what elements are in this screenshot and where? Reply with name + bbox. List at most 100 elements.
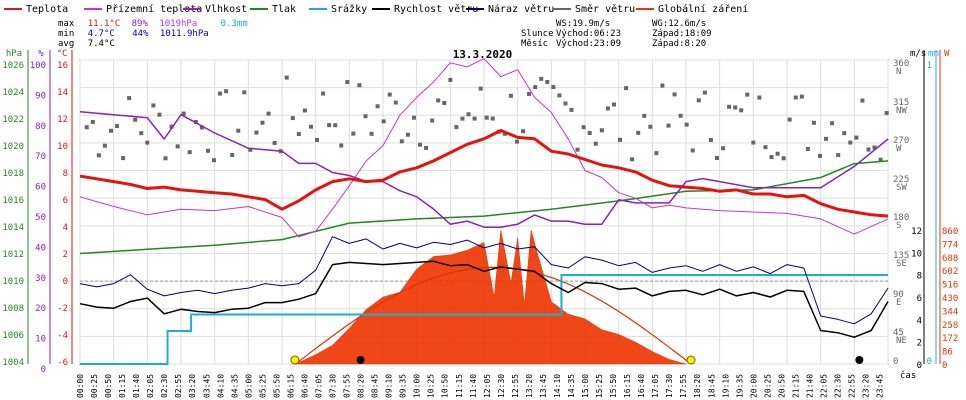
legend-item: Směr větru	[553, 4, 635, 16]
tick-label-time: 11:40	[469, 374, 478, 398]
tick-label-time: 17:55	[679, 374, 688, 398]
tick-label-wind-speed: 8	[917, 272, 922, 282]
wind-direction-point	[702, 90, 707, 95]
tick-label-time: 09:35	[399, 374, 408, 398]
tick-label-time: 14:35	[567, 374, 576, 398]
legend-label: Teplota	[26, 4, 69, 15]
chart-title: 13.3.2020	[452, 48, 513, 61]
wind-direction-point	[424, 145, 429, 150]
wind-direction-point	[321, 91, 326, 96]
tick-label-radiation: 344	[942, 307, 958, 317]
tick-label-radiation: 774	[942, 240, 958, 250]
tick-label-direction-compass: W	[896, 144, 902, 154]
wind-direction-point	[763, 145, 768, 150]
wind-direction-point	[466, 112, 471, 117]
legend-item: Vlhkost	[183, 4, 247, 16]
tick-label-humidity: 80	[35, 122, 46, 132]
wind-direction-point	[872, 145, 877, 150]
tick-label-pressure: 1020	[2, 142, 24, 152]
wind-direction-point	[799, 94, 804, 99]
wind-direction-point	[648, 124, 653, 129]
legend-item: Tlak	[250, 4, 296, 16]
tick-label-time: 10:25	[427, 374, 436, 398]
tick-label-direction: 360	[893, 59, 909, 69]
tick-label-direction-compass: N	[896, 67, 901, 77]
tick-label-humidity: 100	[30, 61, 46, 71]
stat-max-temp: 11.1°C	[87, 19, 121, 29]
wind-direction-point	[727, 104, 732, 109]
tick-label-time: 03:45	[202, 374, 211, 398]
wind-direction-point	[369, 131, 374, 136]
wind-direction-point	[884, 111, 889, 116]
tick-label-humidity: 90	[35, 91, 46, 101]
tick-label-time: 04:10	[216, 374, 225, 398]
wind-direction-point	[733, 105, 738, 110]
wind-direction-point	[430, 118, 435, 123]
tick-label-time: 13:45	[539, 374, 548, 398]
wind-direction-point	[169, 124, 174, 129]
stat-min-temp: 4.7°C	[87, 29, 115, 39]
tick-label-time: 18:45	[707, 374, 716, 398]
wind-direction-point	[514, 139, 519, 144]
wind-direction-point	[696, 98, 701, 103]
wind-direction-point	[345, 80, 350, 85]
tick-label-time: 02:05	[146, 374, 155, 398]
axis-unit-celsius: °C	[57, 49, 68, 59]
wind-direction-point	[751, 140, 756, 145]
legend-swatch	[372, 8, 390, 10]
tick-label-radiation: 688	[942, 254, 958, 264]
legend-label: Náraz větru	[488, 4, 555, 15]
legend-item: Teplota	[4, 4, 68, 16]
wind-direction-point	[787, 117, 792, 122]
stat-avg-temp: 7.4°C	[87, 39, 115, 49]
wind-direction-point	[866, 147, 871, 152]
tick-label-time: 12:55	[511, 374, 520, 398]
wind-direction-point	[551, 84, 556, 89]
tick-label-time: 18:20	[693, 374, 702, 398]
tick-label-radiation: 86	[942, 348, 953, 358]
wind-direction-point	[624, 86, 629, 91]
tick-label-temperature: 2	[63, 250, 68, 260]
stat-max-rain: 0.3mm	[220, 19, 248, 29]
tick-label-time: 20:25	[763, 374, 772, 398]
tick-label-temperature: 12	[57, 115, 68, 125]
wind-direction-point	[205, 148, 210, 153]
tick-label-time: 22:55	[848, 374, 857, 398]
wind-direction-point	[684, 122, 689, 127]
wind-direction-point	[181, 111, 186, 116]
legend-item: Globální záření	[636, 4, 748, 16]
wind-direction-point	[793, 95, 798, 100]
wind-direction-point	[636, 130, 641, 135]
tick-label-direction: 135	[893, 251, 909, 261]
tick-label-humidity: 10	[35, 335, 46, 345]
tick-label-humidity: 30	[35, 274, 46, 284]
wind-direction-point	[405, 132, 410, 137]
wind-direction-point	[666, 123, 671, 128]
tick-label-direction-compass: SW	[896, 183, 907, 193]
tick-label-time: 17:30	[665, 374, 674, 398]
wind-direction-point	[533, 85, 538, 90]
legend-swatch	[553, 8, 571, 10]
wind-direction-point	[545, 79, 550, 84]
wind-direction-point	[96, 153, 101, 158]
tick-label-radiation: 430	[942, 294, 958, 304]
wind-direction-point	[527, 92, 532, 97]
wind-direction-point	[284, 75, 289, 80]
wind-gust-line	[79, 236, 889, 325]
stat-label: max	[58, 19, 75, 29]
wind-direction-point	[739, 108, 744, 113]
rain-line	[80, 274, 888, 365]
tick-label-wind-speed: 10	[911, 249, 922, 259]
sunrise-marker	[290, 355, 300, 365]
wind-direction-point	[618, 137, 623, 142]
wind-direction-point	[817, 153, 822, 158]
tick-label-time: 16:40	[637, 374, 646, 398]
wind-direction-point	[448, 77, 453, 82]
tick-label-time: 01:15	[118, 374, 127, 398]
legend-item: Přízemní teplota	[84, 4, 202, 16]
tick-label-direction: 225	[893, 175, 909, 185]
tick-label-pressure: 1012	[2, 250, 24, 260]
wind-direction-point	[139, 131, 144, 136]
tick-label-humidity: 50	[35, 213, 46, 223]
